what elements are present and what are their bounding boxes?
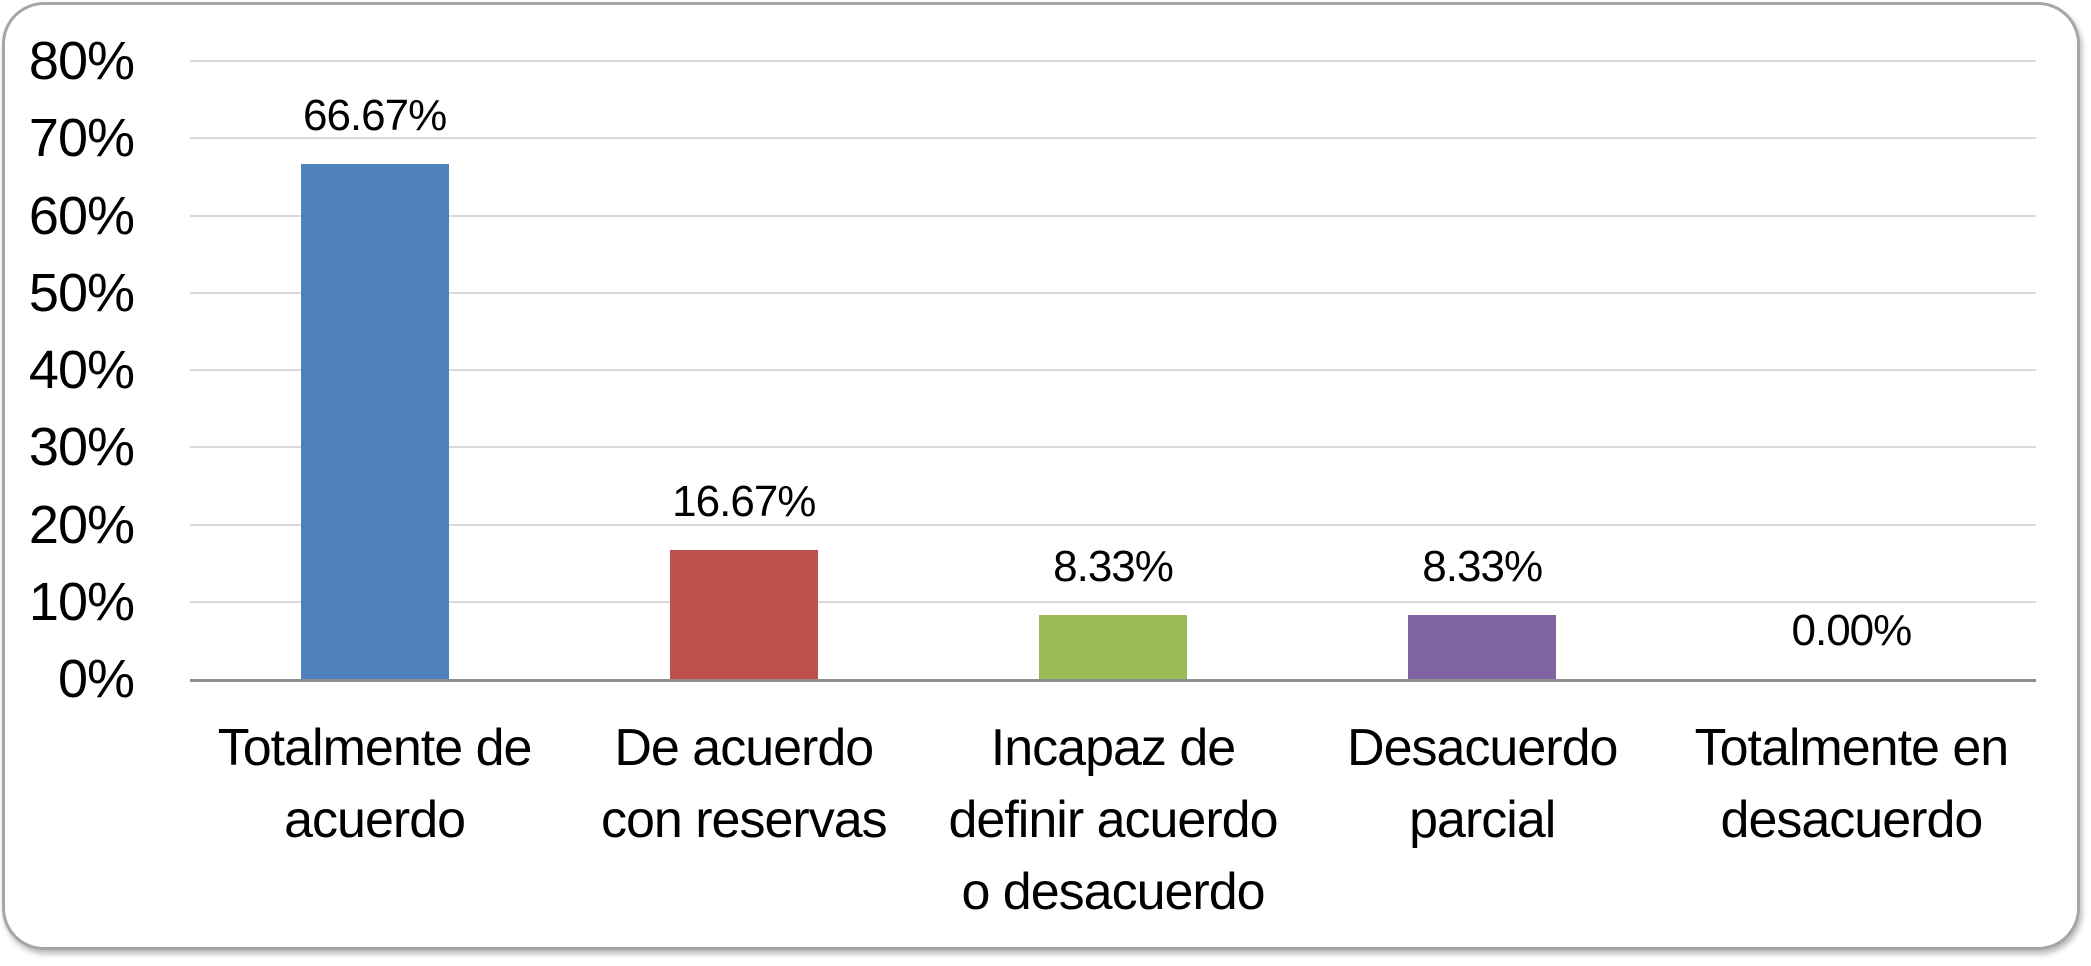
bar-value-label: 66.67% [302,90,447,140]
y-tick-label: 30% [28,417,135,478]
gridline [190,60,2036,62]
y-tick-label: 60% [28,185,135,246]
x-category-label: Incapaz de definir acuerdo o desacuerdo [948,719,1279,921]
gridline [190,137,2036,140]
bar-1 [300,163,449,679]
gridline [190,600,2036,603]
bar-4 [1408,614,1557,679]
x-category-label: De acuerdo con reservas [600,719,888,849]
bar-value-label: 8.33% [1422,541,1543,591]
y-tick-label: 40% [28,340,135,400]
plot-area: 0% 10% 20% 30% 40% 50% 60% 70% 80% 66.67% 16.67% 8.… [29,34,2036,706]
bar-value-label: 16.67% [672,477,816,527]
gridline [190,369,2036,371]
y-tick-label: 70% [28,108,135,169]
gridline [190,446,2036,449]
y-tick-label: 20% [28,494,135,555]
x-category-label: Totalmente en desacuerdo [1694,719,2010,849]
bar-2 [669,550,818,679]
gridline [190,214,2036,217]
bar-value-label: 8.33% [1053,541,1174,591]
y-tick-label: 10% [28,571,135,632]
y-tick-label: 50% [28,262,135,323]
bar-3 [1039,614,1187,679]
x-category-label: Totalmente de acuerdo [217,719,533,849]
x-axis-labels: Totalmente de acuerdo De acuerdo con reserv… [190,713,2036,928]
y-tick-label: 0% [57,649,135,709]
gridline [190,291,2036,294]
y-tick-label: 80% [28,31,135,91]
bar-value-label: 0.00% [1791,606,1913,655]
gridline [190,523,2036,526]
x-category-label: Desacuerdo parcial [1347,719,1618,849]
